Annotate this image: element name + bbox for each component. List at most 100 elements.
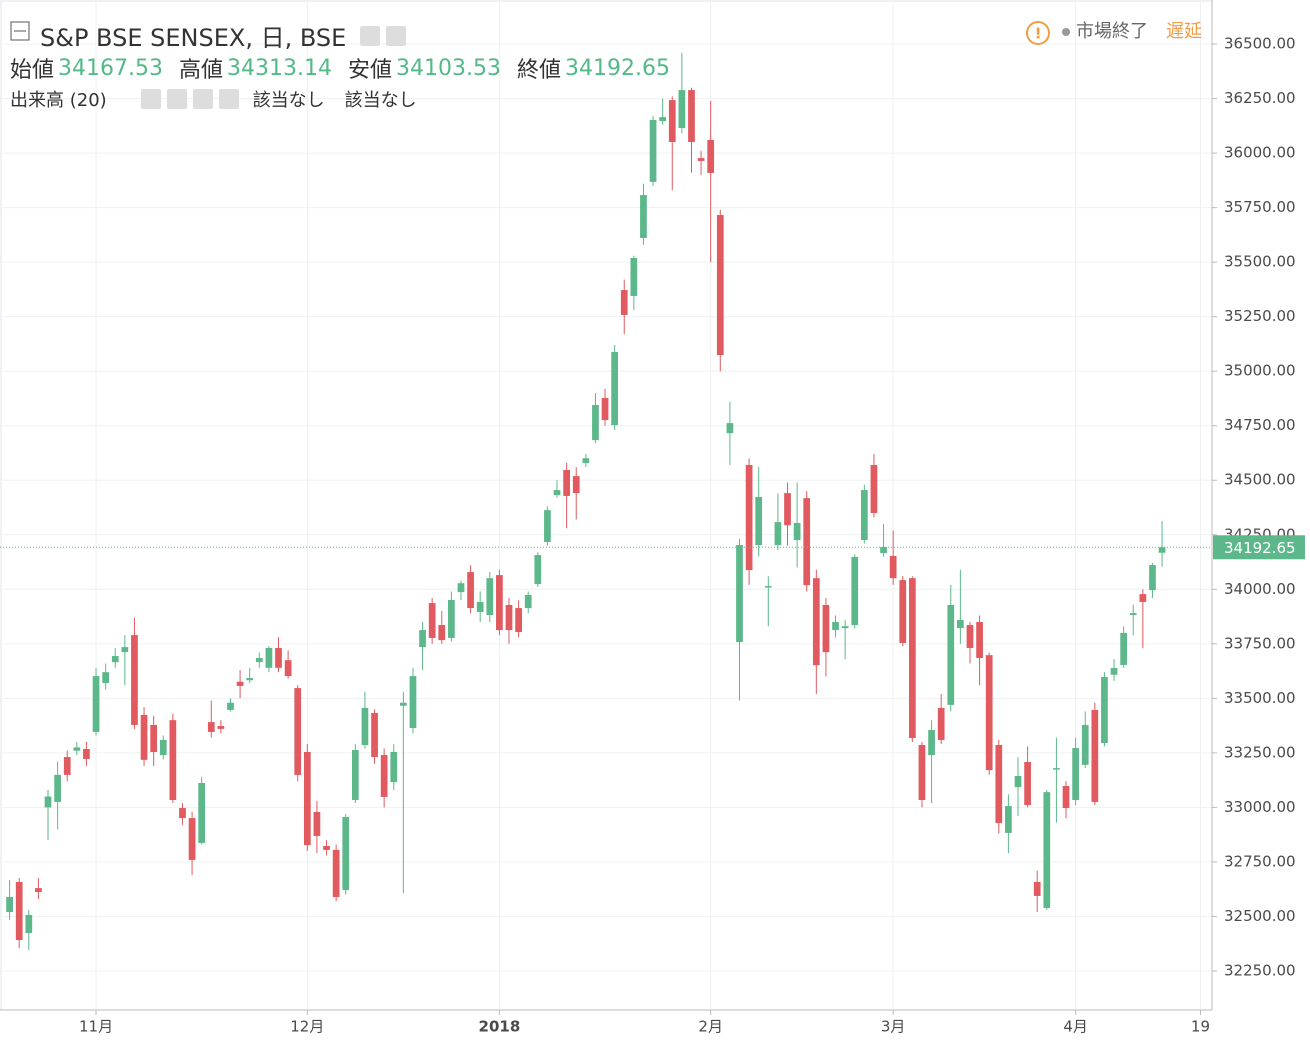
close-icon[interactable] [218, 89, 239, 109]
candle-body [428, 603, 436, 638]
ohlc-row: 始値 34167.53 高値 34313.14 安値 34103.53 終値 34192… [10, 52, 686, 84]
candle-body [1139, 594, 1147, 602]
y-tick-label: 35500.00 [1224, 253, 1296, 271]
candle-body [188, 818, 196, 860]
y-tick-label: 35250.00 [1224, 307, 1296, 325]
candle-body [323, 845, 330, 850]
candle-body [688, 90, 695, 142]
high-value: 34313.14 [227, 55, 332, 81]
candle-body [399, 702, 407, 706]
candle-body [361, 707, 369, 746]
add-icon[interactable] [192, 89, 213, 109]
candle-body [1091, 709, 1099, 802]
y-tick-label: 36250.00 [1224, 89, 1296, 107]
candle-body [966, 625, 974, 648]
warning-icon[interactable] [1026, 21, 1050, 45]
candle-body [486, 578, 494, 616]
candle-body [217, 726, 225, 729]
candle-body [83, 748, 90, 759]
candle-body [1158, 547, 1166, 553]
candle-body [351, 750, 359, 800]
candle-body [448, 599, 455, 638]
candle-body [265, 647, 273, 668]
candle-body [131, 635, 138, 725]
candle-body [255, 657, 263, 663]
candle-body [976, 622, 983, 658]
candle-body [572, 476, 580, 494]
candle-body [371, 712, 378, 758]
candle-body [275, 647, 282, 668]
candle-body [716, 215, 724, 356]
candle-body [563, 469, 570, 496]
candle-body [1033, 881, 1041, 896]
delay-label: 遅延 [1166, 21, 1202, 42]
candle-body [342, 816, 350, 891]
candle-body [505, 604, 513, 631]
candle-body [1005, 806, 1012, 833]
candle-body [44, 796, 52, 808]
candle-body [889, 555, 897, 579]
candle-body [179, 808, 186, 819]
candle-body [438, 625, 446, 641]
last-price-label: 34192.65 [1224, 539, 1296, 557]
candle-body [236, 681, 244, 686]
candle-body [764, 586, 772, 588]
high-label: 高値 [179, 58, 224, 83]
candle-body [774, 522, 782, 546]
eye-icon[interactable] [360, 25, 381, 46]
y-tick-label: 34750.00 [1224, 416, 1296, 434]
y-tick-label: 33750.00 [1224, 634, 1296, 652]
candle-body [985, 655, 993, 771]
candle-body [534, 555, 542, 585]
candle-body [15, 881, 23, 940]
warning-mark: ! [1035, 25, 1042, 43]
candle-body [793, 522, 801, 541]
candle-body [937, 707, 945, 740]
candle-body [1101, 676, 1108, 744]
candle-body [380, 755, 388, 797]
chart-title: S&P BSE SENSEX, 日, BSE [40, 24, 347, 52]
candle-body [524, 594, 532, 609]
eye-icon[interactable] [140, 89, 161, 109]
gear-icon[interactable] [166, 89, 187, 109]
header-title-row: S&P BSE SENSEX, 日, BSE [40, 18, 412, 53]
candle-body [659, 117, 667, 122]
candle-body [611, 352, 619, 426]
x-tick-label: 2018 [479, 1018, 521, 1036]
candle-body [1043, 792, 1051, 908]
low-label: 安値 [348, 58, 393, 83]
candle-body [909, 578, 916, 739]
candle-body [409, 676, 417, 729]
close-label: 終値 [517, 58, 562, 83]
candle-body [467, 572, 474, 609]
candle-body [1024, 762, 1031, 805]
candle-body [63, 757, 71, 775]
close-value: 34192.65 [565, 55, 670, 81]
candle-body [620, 290, 628, 315]
gear-icon[interactable] [386, 25, 407, 46]
candle-body [169, 720, 177, 800]
candle-body [73, 747, 81, 751]
y-tick-label: 34000.00 [1224, 580, 1296, 598]
y-tick-label: 35000.00 [1224, 362, 1296, 380]
candle-body [822, 604, 830, 653]
y-tick-label: 34500.00 [1224, 471, 1296, 489]
candle-body [1014, 775, 1022, 788]
candle-body [1129, 613, 1137, 616]
plot-area [0, 0, 1213, 1011]
last-price-box [1213, 535, 1305, 560]
status-dot [1062, 28, 1070, 36]
low-value: 34103.53 [396, 55, 501, 81]
candle-body [649, 119, 657, 182]
candle-body [544, 510, 551, 542]
candle-body [812, 578, 820, 666]
candle-body [150, 724, 158, 752]
collapse-icon[interactable] [10, 21, 30, 41]
candle-body [1081, 724, 1089, 765]
y-tick-label: 36000.00 [1224, 144, 1296, 162]
candle-body [140, 714, 148, 760]
candle-body [947, 604, 955, 705]
candle-body [25, 914, 33, 934]
candle-body [515, 608, 522, 633]
x-tick-label: 12月 [290, 1018, 324, 1036]
